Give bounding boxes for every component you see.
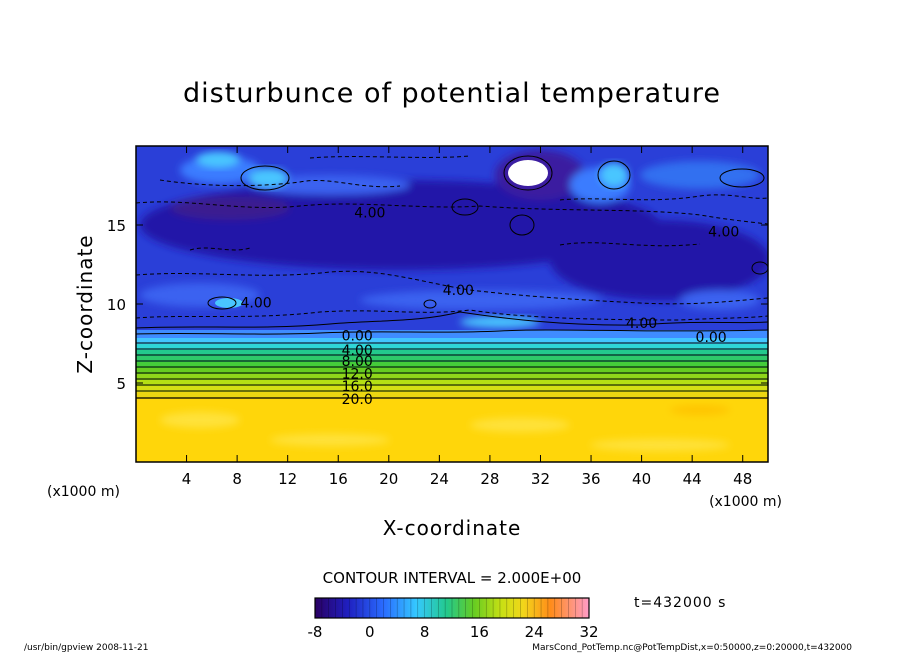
colorbar-tick-label: 16 (470, 623, 489, 641)
band (136, 380, 768, 386)
x-tick-label: 36 (581, 470, 600, 488)
x-axis: 4 8 12 16 20 24 28 32 36 40 44 48 (182, 146, 752, 488)
y-tick-label: 15 (107, 217, 126, 235)
contour-label: 4.00 (342, 343, 373, 359)
lower-field-texture (160, 405, 730, 451)
colorbar-tick-label: 32 (579, 623, 598, 641)
contour-label: 16.0 (342, 379, 373, 395)
x-axis-label: X-coordinate (383, 516, 522, 540)
band (136, 344, 768, 350)
x-unit-right: (x1000 m) (709, 494, 782, 510)
contour-label: 0.00 (696, 330, 727, 346)
band (136, 330, 768, 338)
band (136, 350, 768, 356)
colorbar: -8 0 8 16 24 32 (308, 597, 599, 641)
contour-label: 4.00 (443, 283, 474, 299)
band (136, 356, 768, 362)
contour-lines (136, 155, 768, 399)
x-tick-label: 24 (430, 470, 449, 488)
band (136, 362, 768, 368)
band (136, 338, 768, 344)
x-tick-label: 4 (182, 470, 192, 488)
band (136, 386, 768, 392)
cyan-blob (196, 152, 240, 168)
contour-label: 4.00 (626, 316, 657, 332)
x-tick-label: 32 (531, 470, 550, 488)
cyan-blob (215, 298, 243, 308)
cyan-blob (248, 168, 288, 188)
colorbar-tick-label: -8 (308, 623, 323, 641)
contour-label: 12.0 (342, 367, 373, 383)
x-tick-label: 12 (278, 470, 297, 488)
y-axis: 5 10 15 (107, 217, 768, 393)
colorbar-tick-label: 24 (525, 623, 544, 641)
y-tick-label: 10 (107, 296, 126, 314)
contour-label: 4.00 (354, 205, 385, 221)
contour-interval: CONTOUR INTERVAL = 2.000E+00 (323, 569, 582, 587)
contour-label: 0.00 (342, 329, 373, 345)
contour-label: 4.00 (240, 295, 271, 311)
plot-area (136, 146, 768, 462)
cyan-blob (600, 163, 628, 187)
footer-left: /usr/bin/gpview 2008-11-21 (24, 643, 148, 653)
colorbar-tick-label: 0 (365, 623, 375, 641)
x-tick-label: 20 (379, 470, 398, 488)
contour-label: 8.00 (342, 354, 373, 370)
band (136, 374, 768, 380)
cyan-blob (460, 316, 540, 328)
x-tick-label: 28 (480, 470, 499, 488)
x-unit-left: (x1000 m) (47, 484, 120, 500)
y-tick-label: 5 (116, 375, 126, 393)
band (136, 392, 768, 398)
chart-title: disturbunce of potential temperature (183, 78, 721, 109)
time-label: t=432000 s (634, 595, 726, 611)
lower-field (136, 398, 768, 462)
footer-right: MarsCond_PotTemp.nc@PotTempDist,x=0:5000… (532, 643, 852, 653)
out-of-range-blob (508, 160, 548, 186)
y-axis-label: Z-coordinate (73, 234, 97, 373)
colorbar-ticks: -8 0 8 16 24 32 (308, 623, 599, 641)
colorbar-gradient (315, 598, 589, 618)
contour-labels: 4.004.004.004.004.000.00 0.004.008.0012.0… (240, 205, 739, 407)
x-tick-label: 16 (329, 470, 348, 488)
colorbar-stripes (314, 598, 590, 618)
band (136, 368, 768, 374)
x-tick-label: 8 (232, 470, 242, 488)
x-tick-label: 44 (683, 470, 702, 488)
x-tick-label: 48 (733, 470, 752, 488)
contour-label: 20.0 (342, 392, 373, 408)
contour-label: 4.00 (708, 224, 739, 240)
colorbar-frame (314, 597, 590, 619)
colorbar-tick-label: 8 (420, 623, 430, 641)
x-tick-label: 40 (632, 470, 651, 488)
upper-field-texture (140, 150, 768, 310)
